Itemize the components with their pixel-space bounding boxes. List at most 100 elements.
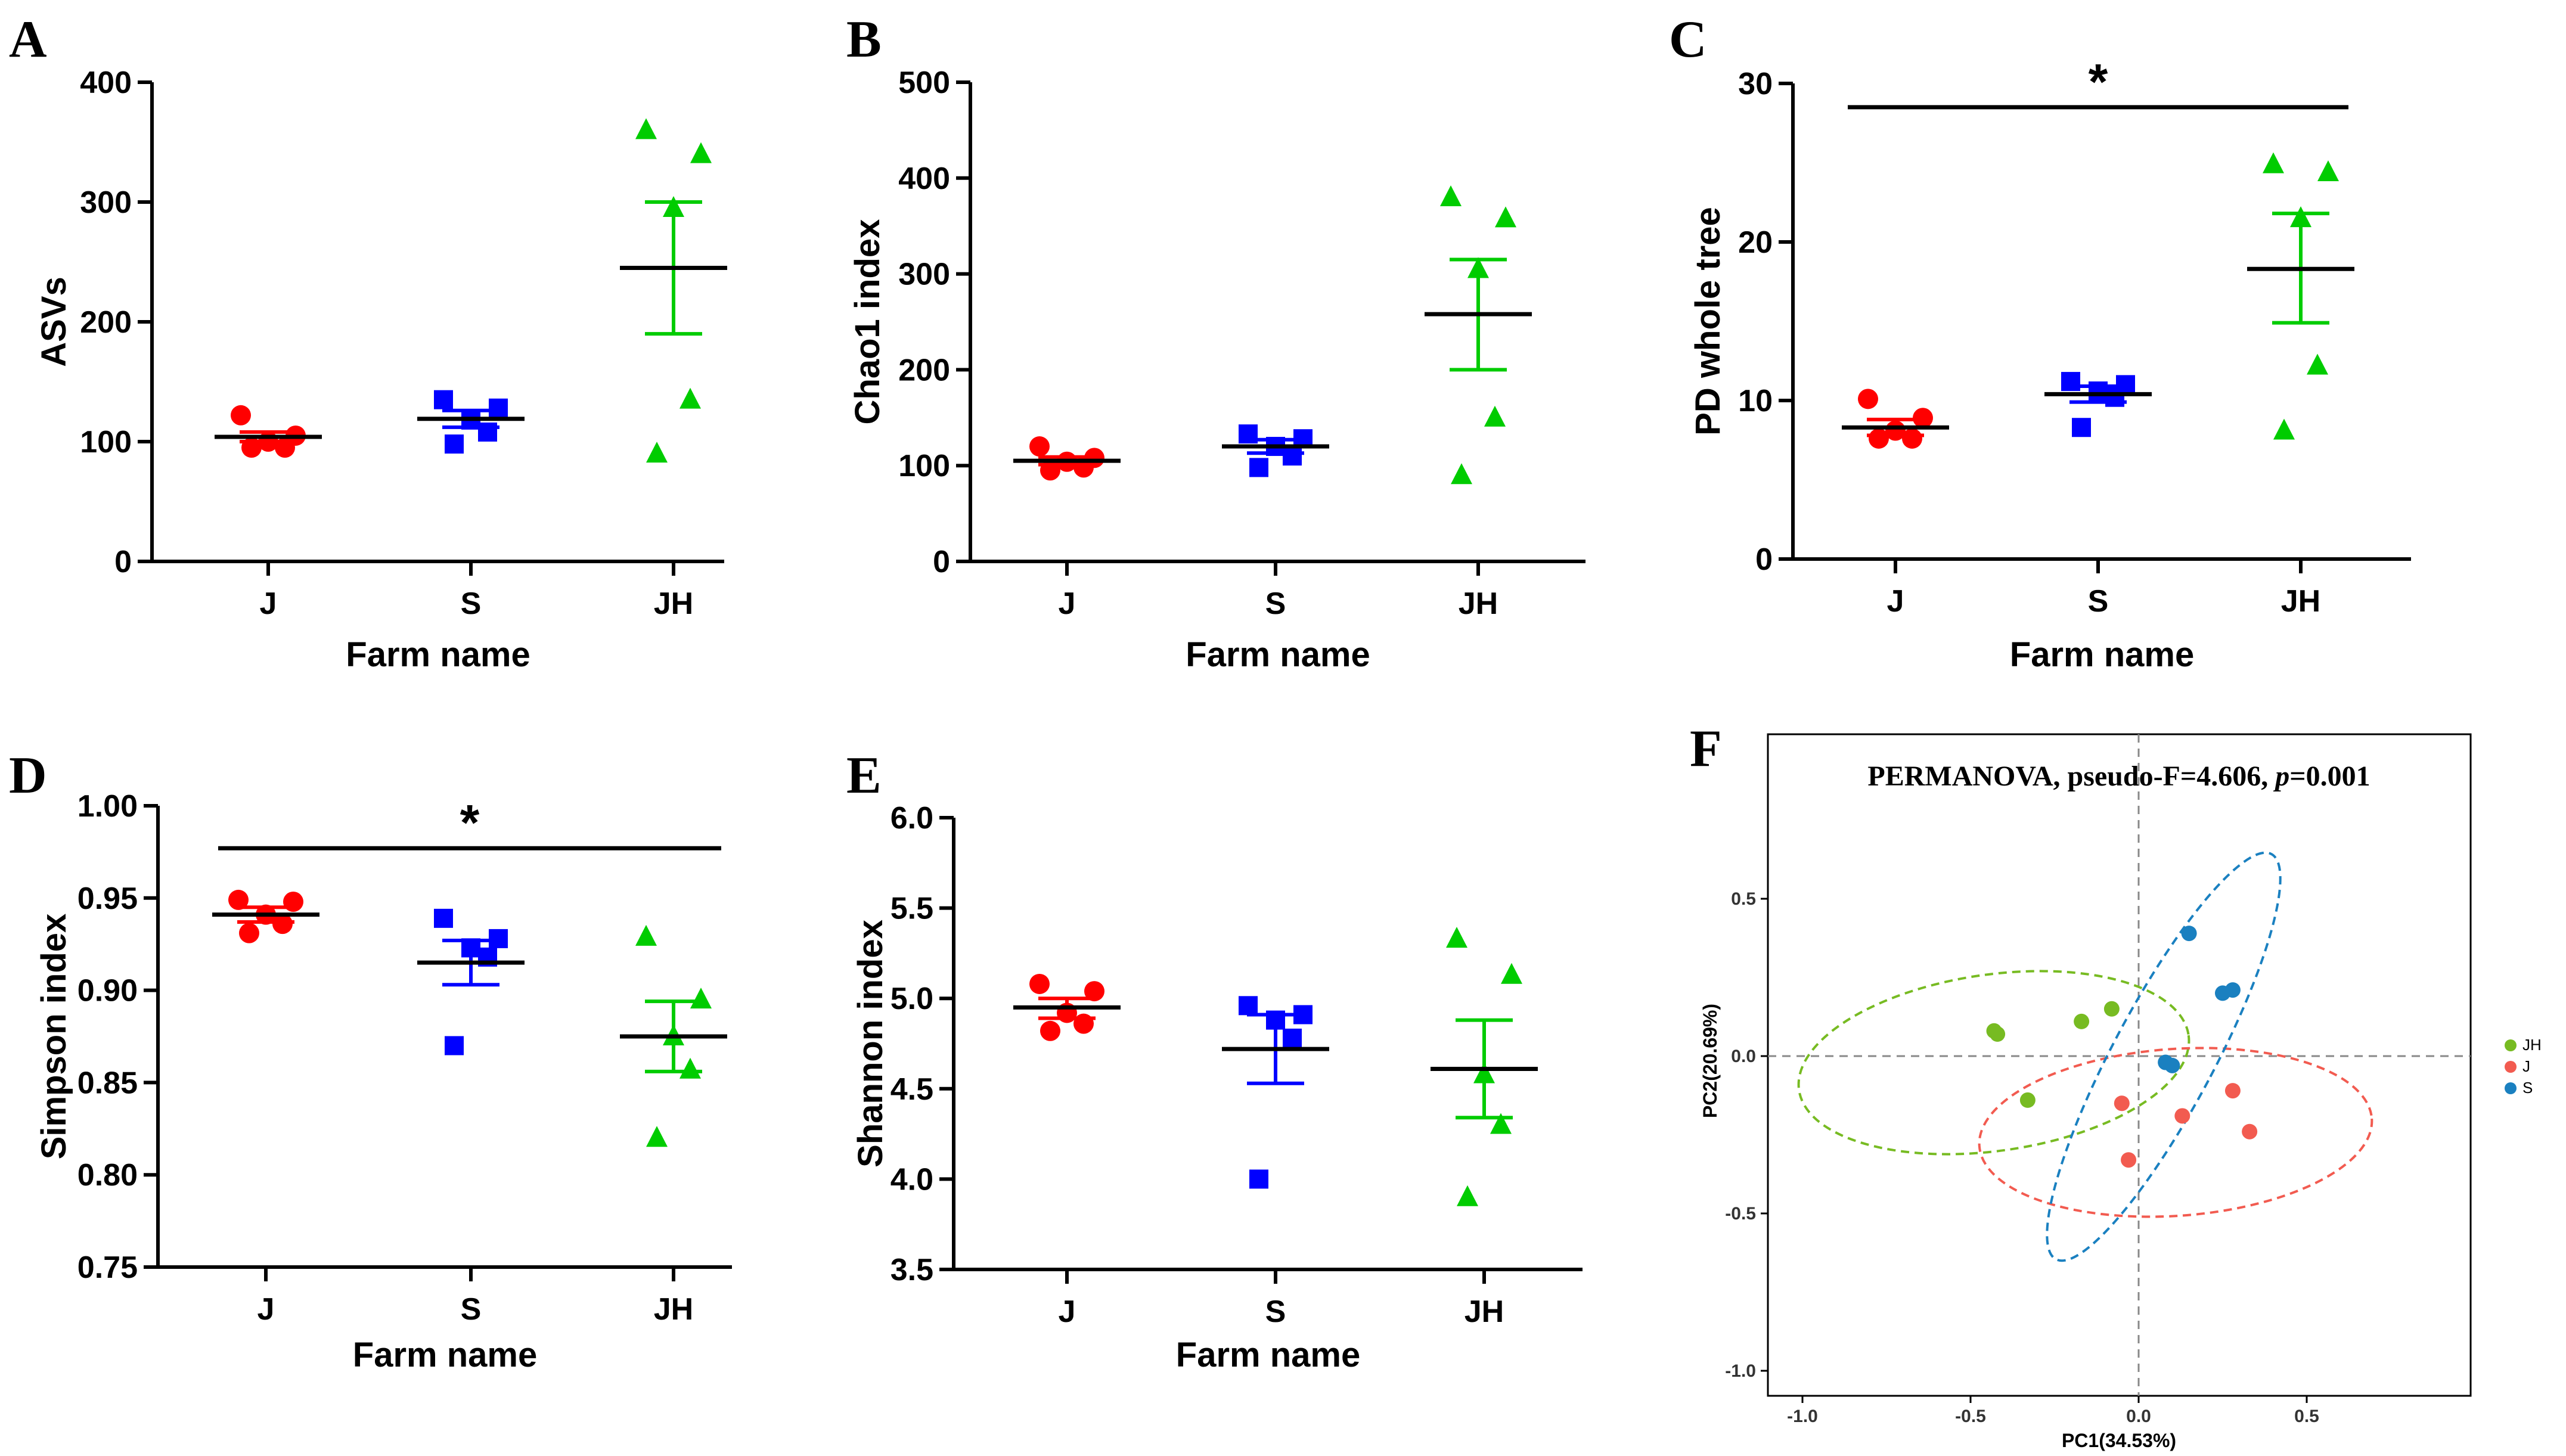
data-point-triangle (1501, 963, 1522, 984)
data-point-triangle (2263, 152, 2284, 173)
ellipse-j (1978, 1047, 2373, 1218)
data-point-square (2105, 387, 2124, 407)
data-point-triangle (679, 387, 701, 409)
series-s (2158, 926, 2241, 1073)
legend-marker-jh (2505, 1039, 2517, 1051)
y-tick-label: 100 (80, 425, 132, 460)
x-tick-label: S (1265, 1294, 1286, 1329)
x-tick-label: JH (2281, 584, 2320, 619)
y-tick-label: 0.0 (1731, 1047, 1756, 1066)
data-point (1990, 1026, 2006, 1042)
data-point-triangle (1490, 1113, 1512, 1134)
data-point-circle (1040, 1020, 1060, 1041)
data-point-triangle (635, 118, 657, 139)
panel-f: F PERMANOVA, pseudo-F=4.606, p=0.001 -1.0 -… (1690, 720, 2542, 1451)
y-axis-title: PC2(20.69%) (1699, 1004, 1721, 1118)
x-tick-label: JH (1464, 1294, 1504, 1329)
y-tick-label: 200 (80, 305, 132, 340)
x-tick-label: S (461, 586, 482, 621)
legend-label-jh: JH (2522, 1036, 2542, 1054)
y-tick-label: 400 (898, 162, 950, 196)
data-point-triangle (1484, 405, 1506, 427)
x-axis-title: Farm name (346, 635, 530, 674)
y-tick-label: -0.5 (1725, 1204, 1756, 1224)
data-point (2224, 1083, 2241, 1099)
permanova-title-prefix: PERMANOVA, pseudo-F=4.606, (1867, 760, 2275, 792)
data-point-circle (1902, 428, 1922, 449)
group-j (1013, 973, 1121, 1041)
data-point (2114, 1095, 2130, 1112)
data-point-triangle (646, 1126, 668, 1147)
data-point-triangle (1495, 206, 1516, 228)
x-axis-title: Farm name (1176, 1336, 1360, 1374)
permanova-title-suffix: =0.001 (2289, 760, 2370, 792)
y-tick-label: 10 (1738, 384, 1773, 418)
y-tick-label: 1.00 (77, 789, 138, 824)
data-point-triangle (2307, 353, 2328, 375)
y-axis-title: ASVs (35, 277, 73, 367)
data-point-square (1249, 1169, 1268, 1189)
y-tick-label: 5.5 (891, 892, 933, 926)
panel-c: C 0 10 20 30 J S JH PD whole tree Farm name * (1669, 11, 2411, 674)
data-point (2074, 1013, 2090, 1029)
y-axis-title: Simpson index (35, 914, 73, 1160)
data-point (2181, 926, 2197, 942)
data-point-square (434, 908, 453, 928)
data-point-square (2061, 372, 2080, 392)
x-tick-label: S (2088, 584, 2109, 619)
x-tick-label: S (461, 1292, 482, 1327)
group-s (1222, 996, 1329, 1189)
group-s (417, 390, 525, 454)
data-point-triangle (690, 142, 712, 163)
x-tick-label: S (1265, 586, 1286, 621)
x-tick-label: J (1887, 584, 1904, 619)
y-tick-label: 0 (114, 545, 132, 579)
panel-letter: C (1669, 11, 1707, 69)
x-tick-label: JH (1459, 586, 1498, 621)
y-tick-label: -1.0 (1725, 1361, 1756, 1381)
y-tick-label: 300 (80, 185, 132, 220)
y-tick-label: 300 (898, 257, 950, 292)
data-point-square (1239, 996, 1258, 1016)
data-point-square (445, 1036, 464, 1055)
data-point-triangle (690, 988, 712, 1009)
x-tick-label: 0.0 (2126, 1407, 2151, 1426)
y-tick-label: 0 (1755, 542, 1773, 577)
data-point-circle (231, 405, 251, 426)
group-j (1013, 436, 1121, 481)
y-tick-label: 200 (898, 353, 950, 387)
group-j (212, 889, 319, 943)
data-point-square (445, 434, 464, 454)
data-point-triangle (646, 442, 668, 463)
data-point-triangle (2273, 418, 2295, 440)
x-tick-label: J (257, 1292, 275, 1327)
data-point-circle (1869, 428, 1889, 449)
panel-letter: A (9, 11, 47, 69)
y-tick-label: 0.90 (77, 974, 138, 1008)
group-jh (620, 924, 727, 1147)
data-point-circle (1084, 981, 1104, 1002)
x-tick-label: J (1059, 1294, 1076, 1329)
y-tick-label: 0 (933, 545, 950, 579)
plot-frame (1767, 733, 2472, 1397)
panel-letter: D (9, 747, 47, 805)
data-point (2242, 1123, 2258, 1140)
data-point-square (1249, 458, 1268, 477)
data-point-square (489, 398, 508, 418)
data-point-square (1283, 446, 1302, 466)
panel-letter: F (1690, 720, 1722, 778)
data-point (2121, 1152, 2137, 1168)
permanova-title: PERMANOVA, pseudo-F=4.606, p=0.001 (1867, 760, 2370, 792)
y-tick-label: 500 (898, 66, 950, 100)
group-jh (1425, 185, 1532, 485)
data-point-circle (228, 889, 249, 910)
group-s (417, 908, 525, 1055)
data-point (2103, 1001, 2120, 1017)
panel-e: E 3.5 4.0 4.5 5.0 5.5 6.0 J S JH Shannon index Farm… (846, 747, 1583, 1374)
data-point (2224, 982, 2241, 998)
group-jh (1431, 927, 1538, 1206)
y-tick-label: 6.0 (891, 801, 933, 836)
x-tick-label: J (260, 586, 277, 621)
group-s (2044, 372, 2152, 437)
